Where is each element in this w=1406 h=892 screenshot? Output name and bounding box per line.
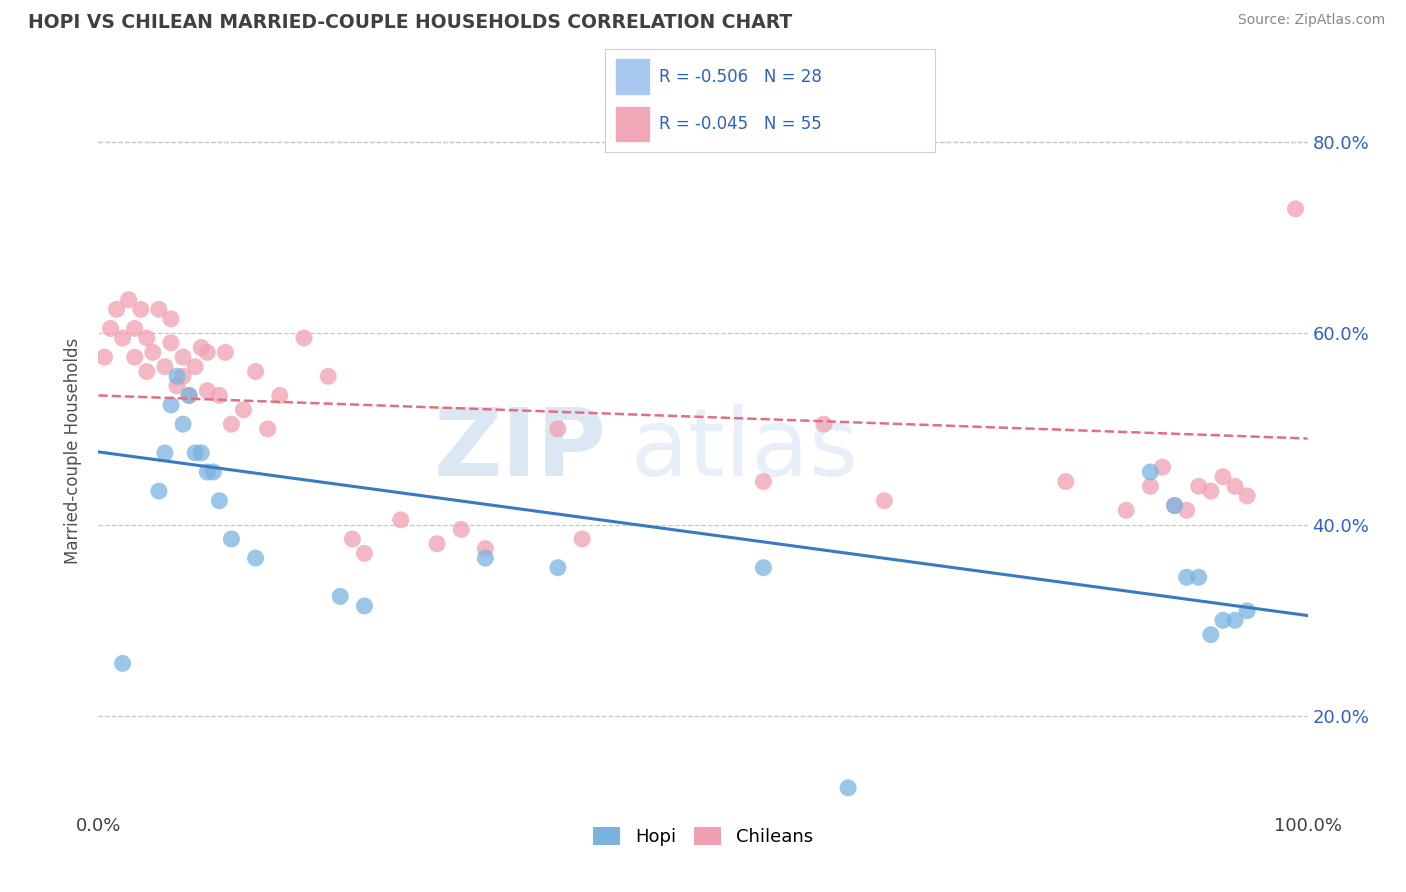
Point [245,551,267,566]
Point [1199,628,1222,642]
Point [292,331,315,345]
Point [1284,202,1306,216]
Point [426,537,449,551]
Text: R = -0.045   N = 55: R = -0.045 N = 55 [659,115,823,133]
Point [316,369,339,384]
Point [1139,479,1161,493]
Point [208,493,231,508]
Point [172,350,194,364]
Point [179,388,201,402]
Point [190,341,212,355]
Point [1175,503,1198,517]
Point [100,321,122,335]
Text: atlas: atlas [630,404,859,497]
Text: R = -0.506   N = 28: R = -0.506 N = 28 [659,68,823,86]
Point [195,384,218,398]
Text: ZIP: ZIP [433,404,606,497]
Point [232,402,254,417]
Point [547,422,569,436]
Point [184,446,207,460]
Point [547,560,569,574]
Point [1223,479,1246,493]
Point [111,657,134,671]
Point [1223,613,1246,627]
Point [1236,604,1258,618]
Point [1163,499,1185,513]
Point [1163,499,1185,513]
Point [389,513,412,527]
Point [1175,570,1198,584]
Point [124,321,146,335]
Legend: Hopi, Chileans: Hopi, Chileans [586,820,820,854]
Point [752,475,775,489]
Point [1115,503,1137,517]
Point [142,345,165,359]
Point [353,599,375,613]
Point [571,532,593,546]
Point [184,359,207,374]
Point [160,335,183,350]
Point [1212,613,1234,627]
Bar [616,59,650,95]
Text: HOPI VS CHILEAN MARRIED-COUPLE HOUSEHOLDS CORRELATION CHART: HOPI VS CHILEAN MARRIED-COUPLE HOUSEHOLD… [28,13,793,32]
Bar [616,106,650,141]
Point [752,560,775,574]
Point [172,417,194,431]
Point [837,780,859,795]
Point [873,493,896,508]
Point [172,369,194,384]
Point [342,532,364,546]
Point [166,379,188,393]
Point [93,350,115,364]
Point [269,388,291,402]
Point [118,293,141,307]
Y-axis label: Married-couple Households: Married-couple Households [63,337,82,564]
Point [1212,470,1234,484]
Point [1054,475,1077,489]
Point [221,417,243,431]
Point [195,465,218,479]
Point [474,541,496,556]
Point [208,388,231,402]
Point [1188,570,1211,584]
Point [221,532,243,546]
Point [148,484,170,499]
Point [153,446,176,460]
Point [148,302,170,317]
Point [214,345,236,359]
Point [474,551,496,566]
Point [1188,479,1211,493]
Point [1199,484,1222,499]
Text: Source: ZipAtlas.com: Source: ZipAtlas.com [1237,13,1385,28]
Point [1236,489,1258,503]
Point [166,369,188,384]
Point [135,331,157,345]
Point [135,364,157,378]
Point [190,446,212,460]
Point [1139,465,1161,479]
Point [202,465,225,479]
Point [160,398,183,412]
Point [153,359,176,374]
Point [160,311,183,326]
Point [179,388,201,402]
Point [195,345,218,359]
Point [813,417,835,431]
Point [353,546,375,560]
Point [245,364,267,378]
Point [450,523,472,537]
Point [1152,460,1174,475]
Point [329,590,352,604]
Point [256,422,278,436]
Point [111,331,134,345]
Point [129,302,152,317]
Point [124,350,146,364]
Point [105,302,128,317]
